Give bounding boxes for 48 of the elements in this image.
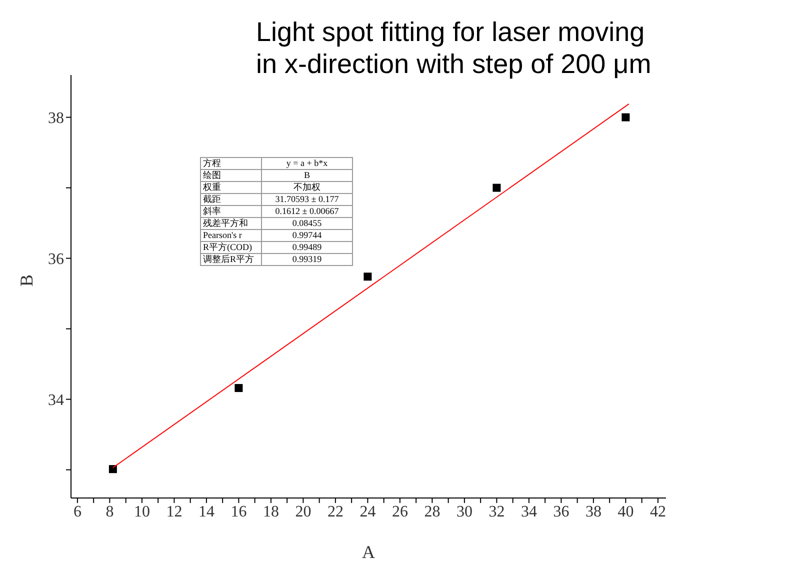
point (234, 384, 243, 392)
annotation: Pearson's r (200, 230, 262, 242)
x-tick-label: 6 (73, 503, 82, 520)
point (364, 272, 372, 281)
annotation: 调整后R平方 (200, 254, 262, 266)
annotation: 绘图 (200, 170, 262, 182)
y-axis-title: B (16, 274, 36, 286)
point (108, 465, 117, 474)
y-tick-label: 34 (48, 392, 64, 409)
annotation: 0.99319 (262, 254, 352, 266)
y-tick-label: 38 (48, 110, 64, 127)
point (492, 184, 501, 192)
x-tick-label: 24 (360, 503, 376, 520)
x-tick-label: 18 (262, 503, 279, 520)
x-tick-label: 12 (166, 503, 182, 520)
annotation: 0.1612 ± 0.00667 (262, 206, 352, 218)
x-tick-label: 40 (618, 503, 634, 520)
x-tick-label: 36 (553, 503, 570, 520)
annotation: 31.70593 ± 0.177 (262, 194, 352, 206)
x-tick-label: 22 (327, 503, 344, 520)
x-tick-label: 8 (106, 503, 114, 520)
x-tick-label: 34 (520, 503, 537, 520)
x-tick-label: 20 (295, 503, 312, 520)
annotation: R平方(COD) (200, 242, 262, 254)
x-tick-label: 16 (230, 503, 247, 520)
annotation: 0.08455 (262, 218, 352, 230)
annotation: 方程 (200, 158, 262, 170)
annotation: y = a + b*x (262, 158, 352, 170)
chart-title: Light spot fitting for laser moving in x-direction with step of 200 μm (256, 16, 652, 80)
x-tick-label: 42 (650, 503, 666, 520)
annotation: 斜率 (200, 206, 262, 218)
x-tick-label: 30 (456, 503, 472, 520)
annotation: B (262, 170, 352, 182)
x-tick-label: 28 (424, 503, 440, 520)
annotation: 权重 (200, 182, 262, 194)
annotation: 截距 (200, 194, 262, 206)
x-tick-label: 14 (198, 503, 214, 520)
x-axis-title: A (362, 542, 375, 562)
annotation: 0.99744 (262, 230, 352, 242)
x-tick-label: 26 (392, 503, 408, 520)
annotation: 0.99489 (262, 242, 352, 254)
annotation: 不加权 (262, 182, 352, 194)
annotation: 残差平方和 (200, 218, 262, 230)
x-tick-label: 10 (134, 503, 150, 520)
x-tick-label: 32 (488, 503, 505, 520)
point (622, 113, 630, 122)
x-tick-label: 38 (585, 503, 602, 520)
y-tick-label: 36 (48, 250, 64, 268)
